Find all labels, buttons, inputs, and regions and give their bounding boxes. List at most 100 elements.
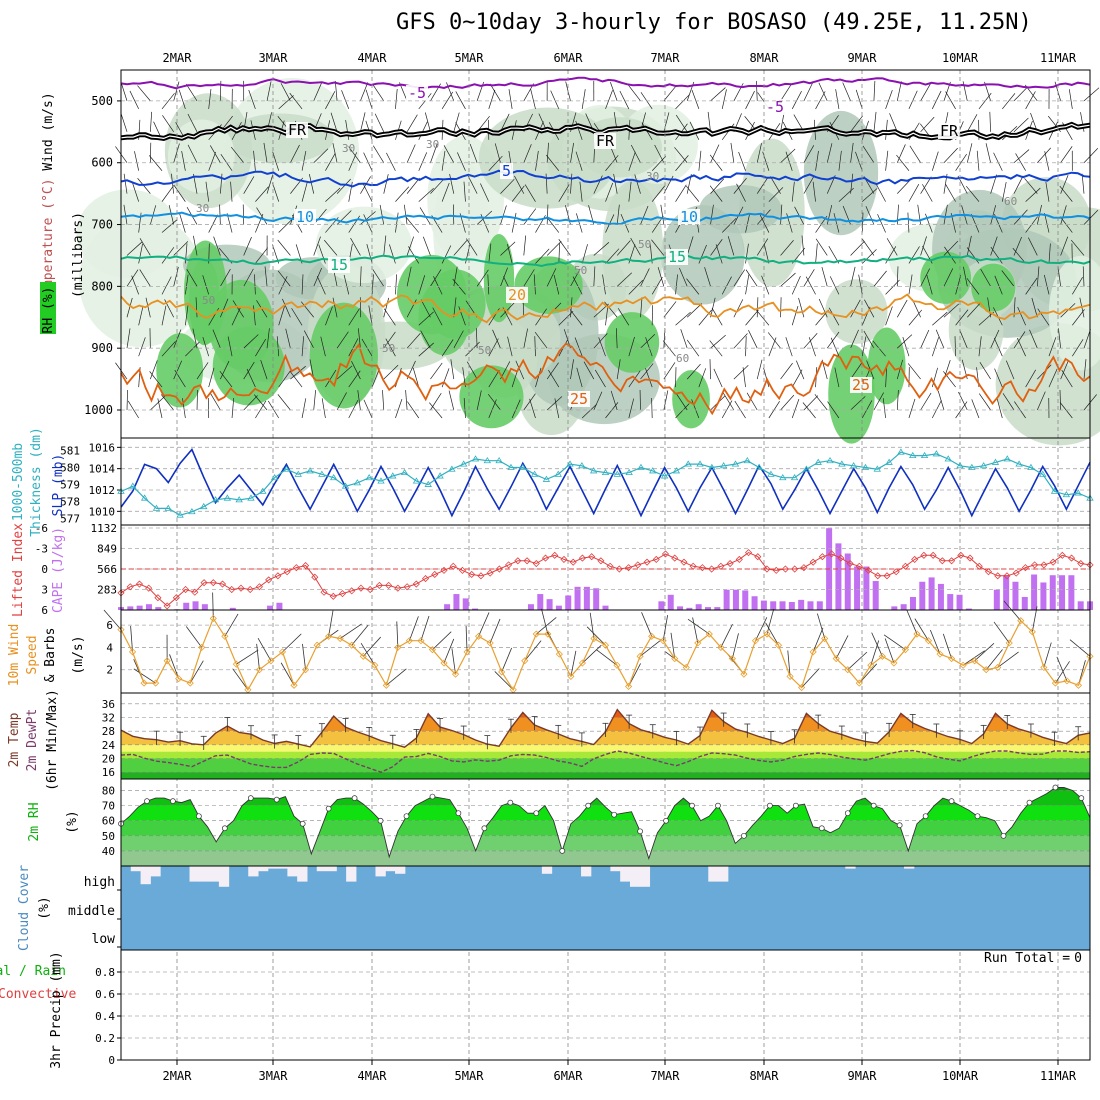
isotherm-label: FR [288, 121, 307, 139]
wind-barb [500, 241, 516, 256]
li-marker [505, 561, 513, 569]
li-marker [615, 565, 623, 573]
wind-barb [742, 367, 746, 388]
wind-barb [944, 246, 956, 264]
wind-barb [220, 268, 231, 287]
wind-barb [546, 396, 563, 411]
wind-barb [959, 329, 968, 349]
wind-barb [1068, 89, 1073, 109]
wind-marker [336, 634, 344, 643]
thickness-line [120, 451, 1091, 516]
wind-barb [173, 360, 183, 380]
li-marker [661, 550, 670, 558]
wind-barb [1083, 87, 1100, 102]
wind-barb [500, 302, 515, 318]
wind-barb [523, 393, 536, 411]
li-marker [191, 588, 199, 596]
date-label-top: 11MAR [1040, 51, 1077, 65]
wind-barb [181, 151, 186, 171]
wind-barb [593, 175, 603, 194]
li-marker [735, 555, 743, 563]
wind-barb [755, 309, 770, 326]
precip-legend-convective: Convective [0, 987, 76, 1002]
isotherm-line [120, 76, 1091, 90]
slp-tick-label: 1012 [89, 484, 116, 497]
wind-barb [187, 144, 198, 163]
thickness-marker [719, 462, 728, 469]
wind-barb [430, 269, 442, 287]
rh-shade [227, 113, 334, 163]
wind-barb [492, 329, 501, 349]
wind-barb [663, 85, 677, 102]
li-marker [569, 558, 577, 566]
wind-barb [733, 177, 747, 194]
wind-barb [554, 398, 560, 419]
wind-marker [532, 630, 540, 638]
precip-ylabel: 3hr Precip (mm) [49, 951, 64, 1068]
wind-barb [430, 362, 443, 380]
wind-barb [733, 269, 746, 287]
wind-barb [920, 268, 930, 287]
temp-band [121, 758, 1090, 773]
rh-marker [273, 796, 280, 803]
precip-panel: 0 0.2 0.4 0.6 0.8 [95, 966, 1090, 1067]
wind-barb [602, 274, 606, 295]
date-label-top: 9MAR [848, 51, 878, 65]
wind-barb [862, 188, 878, 202]
wind-barb [224, 613, 239, 637]
precip-tick-label: 0 [108, 1054, 115, 1067]
wind-barb [511, 185, 525, 202]
wind-barb [691, 89, 700, 110]
thickness-marker [152, 504, 161, 511]
wind-barb [533, 274, 536, 295]
wind-barb [282, 298, 291, 318]
wind-barb [885, 367, 888, 388]
wind-barb [922, 184, 933, 202]
li-marker [394, 584, 402, 592]
wind-barb [280, 662, 295, 686]
wind-barb [576, 367, 583, 388]
li-marker [1077, 559, 1085, 568]
thickness-marker [400, 468, 409, 476]
wind-barb [278, 306, 285, 326]
isotherm-label-bg [764, 99, 786, 115]
rh-high-shade [309, 302, 378, 409]
wind-barb [931, 90, 942, 110]
wind-barb [282, 633, 302, 653]
thickness-marker [1062, 490, 1071, 498]
wind-barb [850, 266, 856, 287]
wind-barb [178, 89, 186, 110]
thickness-marker [188, 508, 196, 515]
wind-barb [835, 89, 840, 109]
wind-barb [967, 302, 982, 318]
wind-barb [406, 266, 412, 287]
wind-barb [862, 145, 875, 163]
rh-marker [689, 802, 695, 809]
rh-high-shade [672, 370, 710, 429]
li-marker [495, 565, 503, 573]
wind-barb [990, 236, 998, 256]
wind-barb [515, 360, 525, 380]
wind-barb [511, 212, 517, 233]
cape-bar [770, 601, 777, 610]
wind-marker [948, 655, 956, 663]
chart-title: GFS 0~10day 3-hourly for BOSASO (49.25E,… [396, 10, 1032, 35]
wind-barb [339, 623, 362, 639]
date-label-bottom: 6MAR [554, 1069, 584, 1083]
wind-barb [720, 624, 733, 648]
wind-barb [908, 274, 913, 295]
rh-marker [948, 798, 955, 804]
wind-marker [878, 652, 886, 660]
wind-barb [971, 399, 980, 419]
li-marker [440, 566, 448, 574]
wind-barb [871, 632, 883, 657]
wind-barb [220, 360, 230, 380]
wind-barb [780, 240, 794, 256]
wind-barb [929, 629, 941, 655]
isotherm-label-bg [286, 122, 308, 138]
wind-barb [441, 150, 446, 171]
wind-ylabel-4-part: (m/s) [71, 635, 86, 674]
li-marker [145, 584, 153, 592]
li-marker [468, 570, 476, 579]
date-label-top: 7MAR [651, 51, 681, 65]
